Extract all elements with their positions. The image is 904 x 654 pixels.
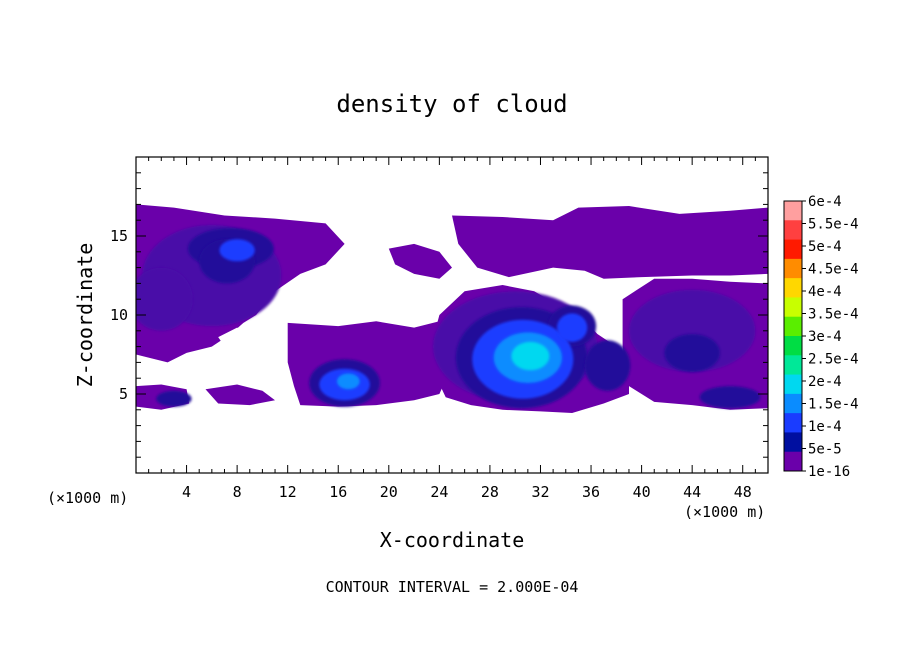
colorbar-swatch: [784, 413, 802, 433]
core-blue: [219, 239, 255, 262]
x-tick-label: 8: [233, 483, 242, 501]
y-tick-label: 5: [119, 385, 128, 403]
core-dark-blue: [699, 386, 761, 409]
colorbar-label: 5e-4: [808, 239, 842, 255]
colorbar-swatch: [784, 393, 802, 414]
core-dark-blue: [664, 333, 720, 372]
contour-interval-note: CONTOUR INTERVAL = 2.000E-04: [326, 578, 579, 596]
colorbar-label: 5e-5: [808, 442, 842, 458]
colorbar-swatch: [784, 258, 802, 279]
core-blue: [556, 313, 588, 342]
x-tick-label: 24: [430, 483, 448, 501]
x-tick-label: 4: [182, 483, 191, 501]
colorbar-swatch: [784, 355, 802, 376]
colorbar-swatch: [784, 278, 802, 298]
cloud-region-upper-east: [452, 206, 768, 279]
colorbar-label: 2e-4: [808, 374, 842, 390]
colorbar-label: 1e-4: [808, 419, 842, 435]
x-tick-label: 16: [329, 483, 347, 501]
x-tick-label: 28: [481, 483, 499, 501]
colorbar-label: 1.5e-4: [808, 397, 859, 413]
x-tick-label: 36: [582, 483, 600, 501]
core-dark-blue: [584, 340, 631, 391]
x-tick-label: 20: [380, 483, 398, 501]
x-tick-label: 40: [633, 483, 651, 501]
chart-title: density of cloud: [336, 90, 567, 118]
x-axis: 4 8 12 16 20 24 28 32 36 40 44 48: [148, 157, 756, 501]
cloud-region-low-mid: [205, 384, 275, 406]
colorbar-label: 4.5e-4: [808, 262, 859, 278]
colorbar-label: 4e-4: [808, 284, 842, 300]
colorbar-swatch: [784, 201, 802, 221]
colorbar-label: 3e-4: [808, 329, 842, 345]
y-axis-unit: (×1000 m): [47, 489, 128, 507]
x-axis-unit: (×1000 m): [684, 503, 765, 521]
colorbar-swatch: [784, 374, 802, 395]
colorbar-swatch: [784, 316, 802, 337]
y-axis: 5 10 15: [110, 172, 768, 458]
colorbar-swatch: [784, 220, 802, 241]
colorbar-swatch: [784, 297, 802, 318]
y-axis-label: Z-coordinate: [73, 243, 97, 388]
colorbar-label: 1e-16: [808, 464, 850, 480]
x-tick-label: 32: [531, 483, 549, 501]
y-tick-label: 10: [110, 306, 128, 324]
x-axis-label: X-coordinate: [380, 528, 525, 552]
clear-gap: [218, 327, 257, 350]
colorbar-label: 6e-4: [808, 194, 842, 210]
colorbar-label: 5.5e-4: [808, 217, 859, 233]
shade-region: [628, 289, 756, 372]
y-tick-label: 15: [110, 227, 128, 245]
cloud-density-field: [136, 204, 768, 413]
colorbar-label: 3.5e-4: [808, 307, 859, 323]
colorbar-label: 2.5e-4: [808, 352, 859, 368]
x-tick-label: 44: [683, 483, 701, 501]
x-tick-label: 12: [279, 483, 297, 501]
cloud-region-upper-strand: [388, 243, 452, 279]
core-cyan: [511, 341, 550, 371]
colorbar-legend: 6e-4 5.5e-4 5e-4 4.5e-4 4e-4 3.5e-4 3e-4 2.5e-4…: [783, 194, 859, 480]
x-tick-label: 48: [734, 483, 752, 501]
colorbar-swatch: [784, 451, 802, 472]
core-light-blue: [336, 373, 360, 390]
core-dark-blue: [156, 390, 192, 407]
colorbar-swatch: [784, 239, 802, 260]
colorbar-swatch: [784, 336, 802, 356]
shade-region: [136, 267, 193, 331]
colorbar-swatch: [784, 432, 802, 453]
